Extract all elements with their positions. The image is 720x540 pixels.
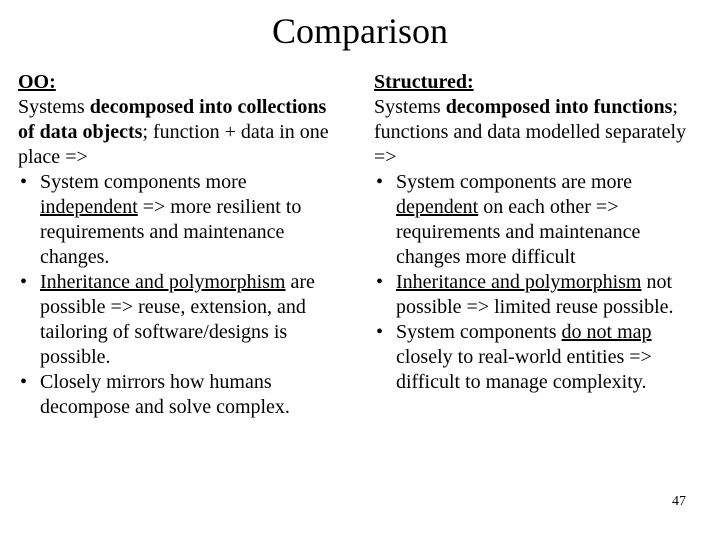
right-intro-pre: Systems bbox=[374, 96, 446, 118]
item-underline: do not map bbox=[562, 321, 652, 343]
item-underline: Inheritance and polymorphism bbox=[396, 271, 642, 293]
left-intro: Systems decomposed into collections of d… bbox=[18, 95, 346, 170]
list-item: Inheritance and polymorphism are possibl… bbox=[18, 270, 346, 370]
left-list: System components more independent => mo… bbox=[18, 170, 346, 420]
item-underline: Inheritance and polymorphism bbox=[40, 271, 286, 293]
list-item: System components more independent => mo… bbox=[18, 170, 346, 270]
left-heading: OO: bbox=[18, 71, 56, 93]
item-underline: independent bbox=[40, 196, 138, 218]
page-number: 47 bbox=[672, 494, 686, 510]
left-heading-line: OO: bbox=[18, 70, 346, 95]
right-intro: Systems decomposed into functions; funct… bbox=[374, 95, 702, 170]
item-pre: System components are more bbox=[396, 171, 632, 193]
item-post: closely to real-world entities => diffic… bbox=[396, 346, 652, 393]
item-pre: System components more bbox=[40, 171, 247, 193]
list-item: Closely mirrors how humans decompose and… bbox=[18, 370, 346, 420]
item-pre: System components bbox=[396, 321, 562, 343]
item-underline: dependent bbox=[396, 196, 478, 218]
right-heading-line: Structured: bbox=[374, 70, 702, 95]
item-pre: Closely mirrors how humans decompose and… bbox=[40, 371, 290, 418]
right-list: System components are more dependent on … bbox=[374, 170, 702, 395]
left-intro-pre: Systems bbox=[18, 96, 90, 118]
list-item: System components are more dependent on … bbox=[374, 170, 702, 270]
list-item: System components do not map closely to … bbox=[374, 320, 702, 395]
list-item: Inheritance and polymorphism not possibl… bbox=[374, 270, 702, 320]
slide-title: Comparison bbox=[18, 10, 702, 52]
right-intro-bold: decomposed into functions bbox=[446, 96, 673, 118]
right-heading: Structured: bbox=[374, 71, 474, 93]
left-column: OO: Systems decomposed into collections … bbox=[18, 70, 346, 420]
columns-container: OO: Systems decomposed into collections … bbox=[18, 70, 702, 420]
right-column: Structured: Systems decomposed into func… bbox=[374, 70, 702, 420]
